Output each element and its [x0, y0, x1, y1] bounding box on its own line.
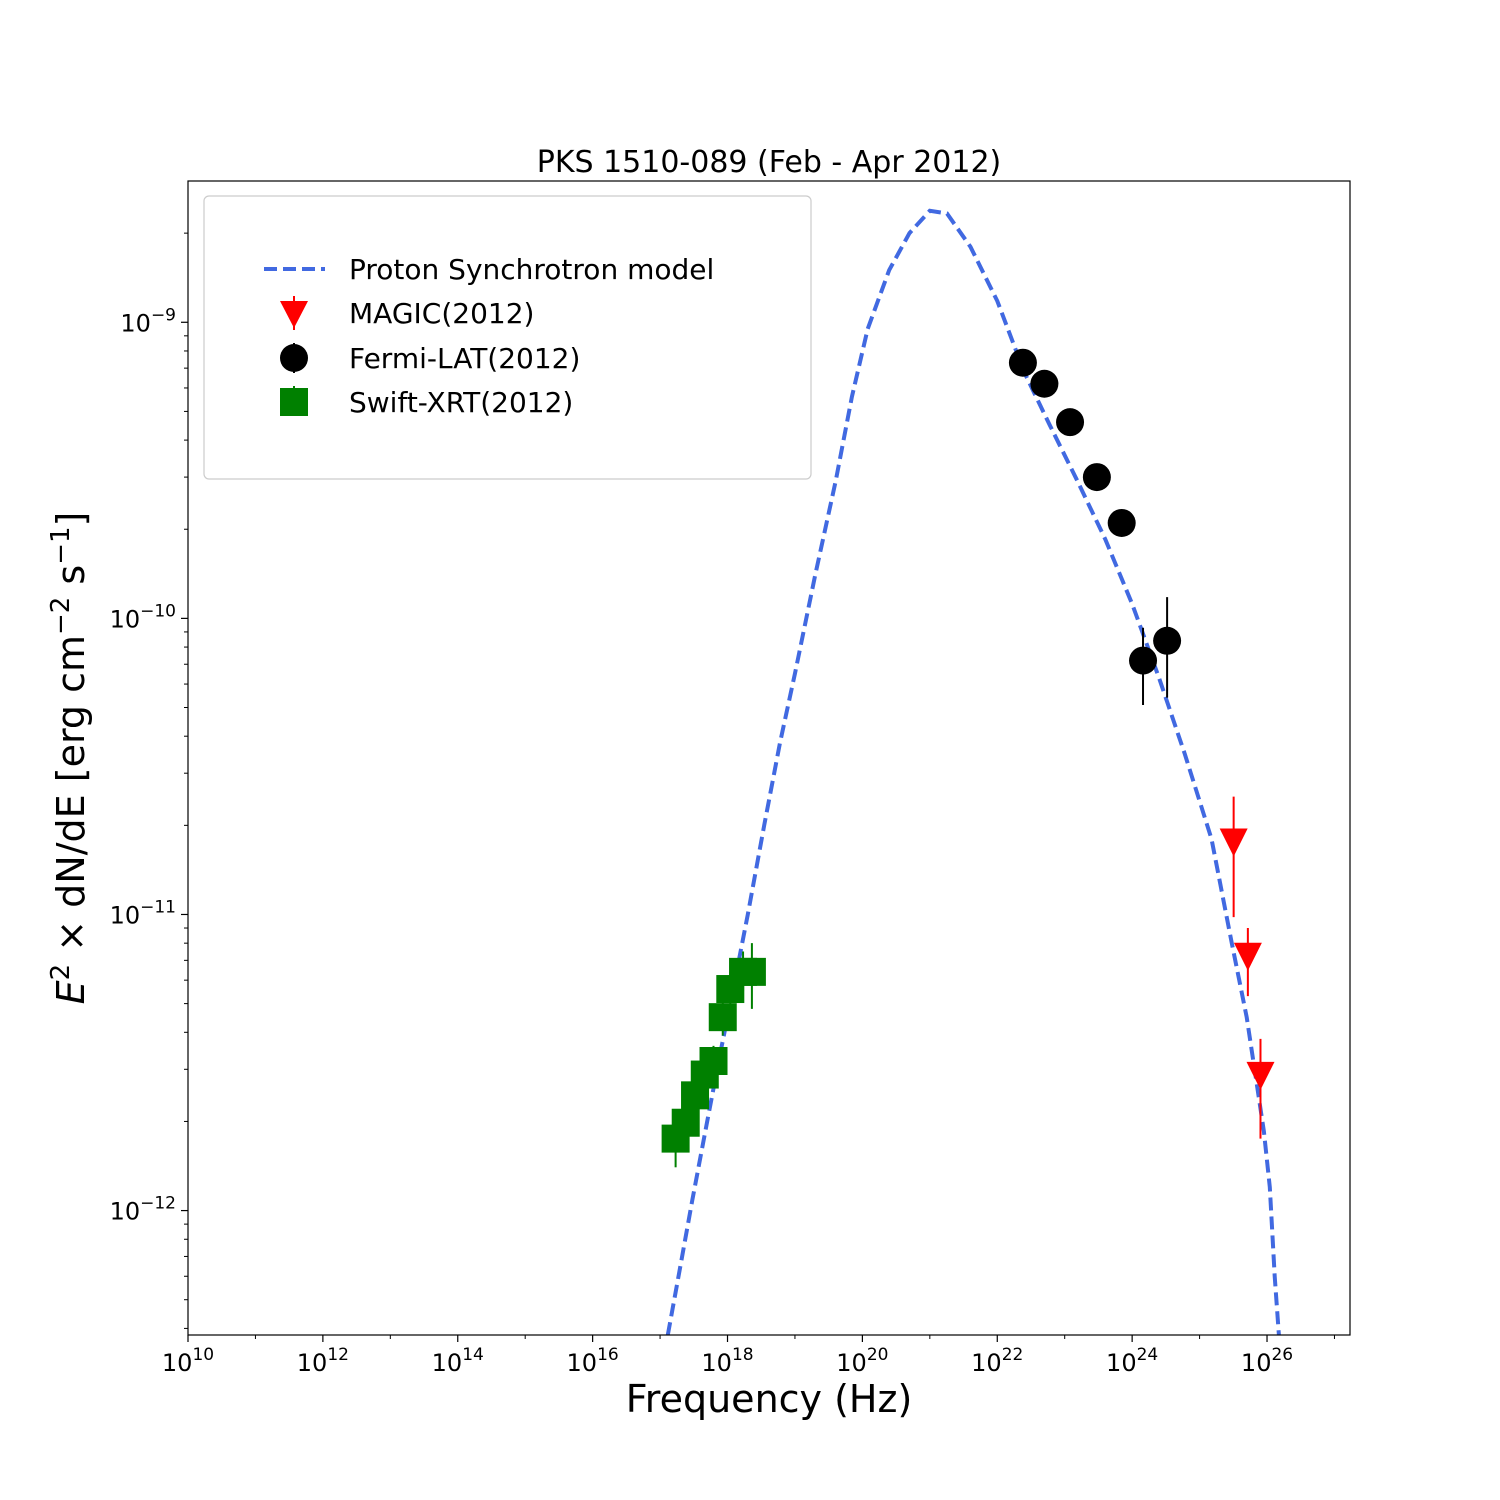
fermi-point	[1056, 408, 1085, 437]
x-tick-label: 1026	[1241, 1345, 1293, 1377]
fermi-point	[1129, 646, 1158, 675]
y-tick-label: 10−10	[110, 601, 176, 633]
y-axis-title-tail: s	[49, 565, 93, 597]
y-axis-title-end: ]	[49, 512, 93, 527]
magic-point	[1219, 828, 1248, 857]
y-tick-label: 10−11	[110, 897, 176, 929]
legend-box	[203, 195, 812, 480]
y-tick-label: 10−12	[110, 1194, 176, 1226]
y-axis-title: E2 × dN/dE [erg cm−2 s−1]	[46, 512, 93, 1005]
x-tick-label: 1024	[1106, 1345, 1158, 1377]
x-tick-label: 1014	[432, 1345, 484, 1377]
legend-label-magic: MAGIC(2012)	[349, 297, 534, 330]
fermi-point	[1030, 369, 1059, 398]
swift-point	[699, 1046, 728, 1075]
x-axis-title: Frequency (Hz)	[626, 1377, 913, 1421]
x-tick-label: 1018	[701, 1345, 753, 1377]
axes-frame	[187, 180, 1351, 1336]
x-tick-label: 1020	[836, 1345, 888, 1377]
x-tick-label: 1012	[297, 1345, 349, 1377]
legend: Proton Synchrotron model MAGIC(2012) Fer…	[203, 195, 812, 480]
y-axis-title-sup3: −1	[46, 526, 76, 564]
legend-label-swift: Swift-XRT(2012)	[349, 386, 573, 419]
plot-area	[661, 208, 1281, 1335]
y-axis: 10−9 10−10 10−11 10−12	[110, 232, 188, 1329]
y-axis-title-sup: 2	[46, 964, 76, 981]
chart-title: PKS 1510-089 (Feb - Apr 2012)	[537, 145, 1002, 180]
fermi-point	[1153, 626, 1182, 655]
fermi-point	[1008, 348, 1037, 377]
swift-point	[708, 1003, 737, 1032]
y-axis-title-mid: × dN/dE [erg cm	[49, 635, 93, 964]
legend-label-model: Proton Synchrotron model	[349, 253, 714, 286]
magic-point	[1246, 1061, 1275, 1090]
x-tick-label: 1022	[971, 1345, 1023, 1377]
fermi-point	[1107, 508, 1136, 537]
swift-point	[737, 957, 766, 986]
fermi-point	[1082, 463, 1111, 492]
y-tick-label: 10−9	[120, 305, 176, 337]
model-line	[665, 208, 1281, 1335]
x-tick-label: 1010	[162, 1345, 214, 1377]
x-axis: 1010 1012 1014 1016 1018 1020 1022 1024 1026	[162, 1335, 1335, 1377]
plot-content	[661, 208, 1281, 1335]
magic-point	[1233, 942, 1262, 971]
legend-circle-icon	[280, 344, 308, 372]
y-axis-title-base: E	[49, 980, 93, 1004]
y-axis-title-sup2: −2	[46, 597, 76, 635]
legend-square-icon	[280, 388, 308, 416]
legend-label-fermi: Fermi-LAT(2012)	[349, 342, 580, 375]
x-tick-label: 1016	[567, 1345, 619, 1377]
